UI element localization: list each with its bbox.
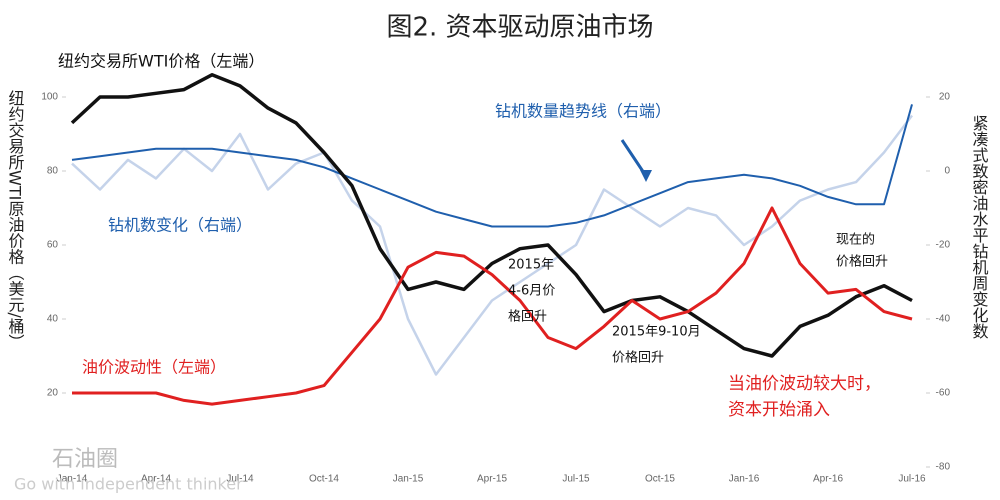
series-label: 油价波动性（左端） — [82, 358, 226, 377]
x-tick-label: Apr-15 — [477, 474, 507, 485]
annotation: 格回升 — [508, 309, 547, 325]
annotation: 价格回升 — [836, 254, 888, 270]
y-tick-label: 20 — [47, 388, 59, 399]
y-tick-label: 40 — [47, 314, 59, 325]
annotation: 价格回升 — [612, 350, 664, 366]
series-line — [70, 73, 913, 358]
series-line — [72, 206, 913, 406]
x-tick-label: Jan-15 — [393, 474, 424, 485]
series-line — [71, 104, 913, 228]
y2-tick-label: -20 — [936, 240, 951, 251]
series-label: 钻机数量趋势线（右端） — [495, 102, 671, 121]
x-tick-label: Apr-16 — [813, 474, 843, 485]
x-tick-label: Jan-14 — [57, 474, 88, 485]
series-line — [71, 114, 913, 376]
arrow-head — [640, 170, 652, 182]
x-tick-label: Oct-14 — [309, 474, 339, 485]
y2-axis-label: 紧凑式致密油水平钻机周变化数 — [970, 115, 989, 339]
x-tick-label: Jul-16 — [898, 474, 926, 485]
annotation: 2015年9-10月 — [612, 325, 701, 340]
y2-tick-label: 0 — [944, 166, 950, 177]
x-tick-label: Oct-15 — [645, 474, 675, 485]
y-tick-label: 100 — [41, 92, 58, 103]
y2-tick-label: 20 — [939, 92, 951, 103]
y2-tick-label: -60 — [936, 388, 951, 399]
x-tick-label: Jul-14 — [226, 474, 254, 485]
annotation: 资本开始涌入 — [728, 400, 830, 420]
x-tick-label: Jul-15 — [562, 474, 590, 485]
x-tick-label: Apr-14 — [141, 474, 171, 485]
y-tick-label: 60 — [47, 240, 59, 251]
watermark: 石油圈 — [52, 447, 118, 472]
series-label: 纽约交易所WTI价格（左端） — [58, 52, 264, 71]
y2-tick-label: -40 — [936, 314, 951, 325]
chart-title: 图2. 资本驱动原油市场 — [386, 13, 653, 43]
y2-tick-label: -80 — [936, 462, 951, 473]
series-label: 钻机数变化（右端） — [108, 216, 252, 235]
annotation: 现在的 — [836, 232, 875, 248]
annotation: 4-6月价 — [508, 284, 555, 299]
annotation: 2015年 — [508, 258, 554, 273]
annotation: 当油价波动较大时， — [728, 374, 881, 394]
x-tick-label: Jan-16 — [729, 474, 760, 485]
watermark: Go with independent thinker — [14, 475, 243, 494]
y-tick-label: 80 — [47, 166, 59, 177]
y-axis-label: 纽约交易所WTI原油价格（美元/桶） — [6, 90, 25, 350]
